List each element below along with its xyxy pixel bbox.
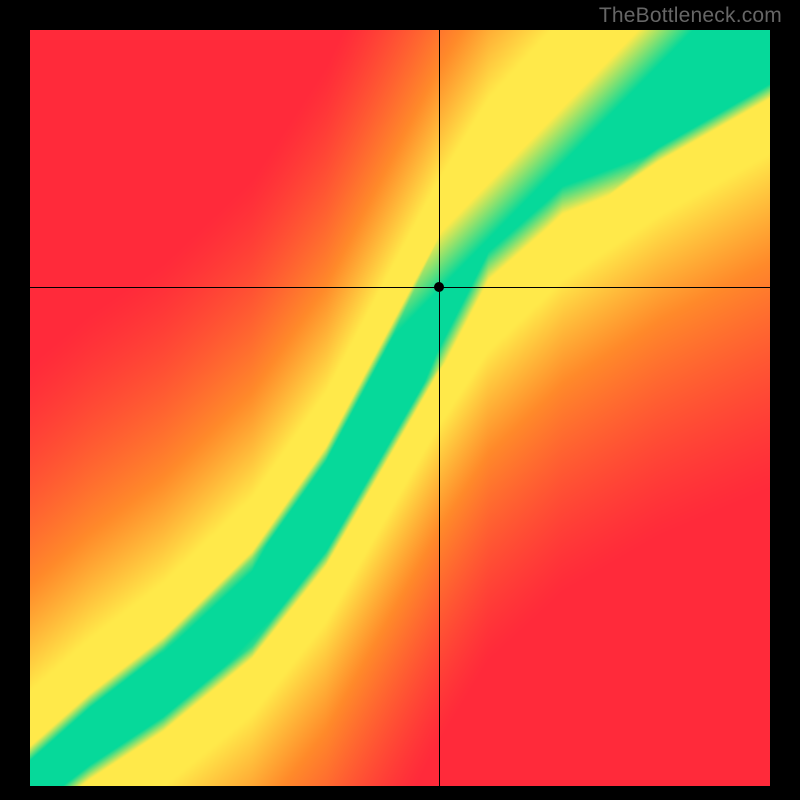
- selection-marker: [434, 282, 444, 292]
- crosshair-horizontal: [30, 287, 770, 288]
- crosshair-vertical: [439, 30, 440, 786]
- heatmap-canvas: [30, 30, 770, 786]
- bottleneck-heatmap-plot: [30, 30, 770, 786]
- watermark-text: TheBottleneck.com: [599, 4, 782, 28]
